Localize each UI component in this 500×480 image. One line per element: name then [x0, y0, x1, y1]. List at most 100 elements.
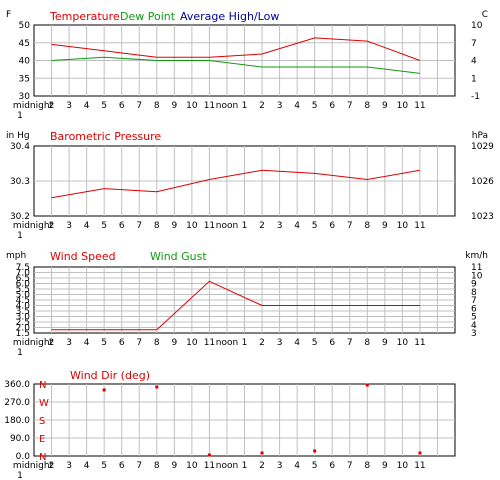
legend-item: Wind Speed: [50, 250, 116, 263]
y-tick-label: 45: [19, 39, 30, 49]
right-tick-label: 4: [471, 321, 477, 331]
y-tick-label: 4.5: [16, 296, 30, 306]
right-tick-label: 7: [471, 39, 477, 49]
series-line-temperature: [51, 37, 421, 61]
x-tick-label: 8: [154, 338, 160, 348]
x-tick-label: 8: [154, 101, 160, 111]
y-tick-label: 0.0: [16, 452, 31, 462]
legend-item: Dew Point: [120, 10, 176, 23]
y-tick-label: 1.5: [16, 329, 30, 339]
data-point: [207, 453, 211, 457]
left-unit-label: in Hg: [6, 131, 30, 141]
x-tick-label: 11: [204, 101, 215, 111]
legend-item: Wind Gust: [150, 250, 207, 263]
x-tick-label: 8: [154, 221, 160, 231]
x-tick-label: 11: [204, 338, 215, 348]
x-tick-label: noon: [216, 338, 238, 348]
x-tick-label: 9: [171, 338, 177, 348]
right-tick-label: 9: [471, 280, 477, 290]
x-tick-label: 3: [66, 221, 72, 231]
y-tick-label: 3.5: [16, 307, 30, 317]
x-tick-sublabel: 1: [17, 348, 23, 358]
x-tick-label: midnight: [13, 101, 54, 111]
legend-item: Average High/Low: [180, 10, 279, 23]
x-tick-label: 3: [277, 221, 283, 231]
x-tick-label: 9: [171, 221, 177, 231]
x-tick-label: 7: [347, 461, 353, 471]
x-tick-label: 5: [312, 101, 318, 111]
x-tick-label: 11: [204, 461, 215, 471]
x-tick-label: midnight: [13, 338, 54, 348]
series-line-dew-point: [51, 56, 420, 74]
x-tick-label: 10: [186, 461, 198, 471]
right-tick-label: 6: [471, 304, 477, 314]
y-tick-label: 7.5: [16, 263, 30, 273]
x-tick-label: 2: [49, 101, 55, 111]
y-tick-label: 270.0: [4, 398, 30, 408]
x-tick-label: 7: [347, 221, 353, 231]
x-tick-label: 9: [382, 461, 388, 471]
y-tick-label: 5.0: [16, 291, 31, 301]
x-tick-label: 4: [84, 221, 90, 231]
data-point: [260, 451, 264, 455]
y-tick-label: 180.0: [4, 416, 30, 426]
x-tick-label: midnight: [13, 221, 54, 231]
x-tick-label: 5: [101, 101, 107, 111]
x-tick-label: 11: [204, 221, 215, 231]
x-tick-label: 4: [84, 101, 90, 111]
x-tick-sublabel: 1: [17, 231, 23, 241]
right-tick-label: 1023: [471, 212, 494, 222]
y-tick-label: 30: [19, 92, 31, 102]
x-tick-label: 2: [49, 461, 55, 471]
x-tick-label: noon: [216, 101, 238, 111]
y-tick-label: 30.3: [10, 177, 30, 187]
x-tick-sublabel: 1: [17, 111, 23, 121]
x-tick-label: 2: [259, 101, 265, 111]
x-tick-label: 9: [382, 101, 388, 111]
x-tick-label: 2: [259, 338, 265, 348]
compass-label: E: [39, 434, 45, 445]
x-tick-label: 8: [154, 461, 160, 471]
right-unit-label: km/h: [465, 251, 488, 261]
x-tick-label: 5: [312, 338, 318, 348]
x-tick-label: 4: [84, 338, 90, 348]
legend-item: Barometric Pressure: [50, 130, 161, 143]
data-point: [102, 388, 106, 392]
x-tick-label: 10: [186, 338, 198, 348]
data-point: [313, 449, 317, 453]
right-tick-label: 4: [471, 57, 477, 67]
x-tick-label: 8: [364, 461, 370, 471]
x-tick-label: 10: [186, 221, 198, 231]
y-tick-label: 3.0: [16, 313, 31, 323]
x-tick-label: 5: [101, 221, 107, 231]
right-tick-label: 10: [471, 21, 483, 31]
x-tick-label: 4: [294, 461, 300, 471]
x-tick-label: 1: [242, 221, 248, 231]
x-tick-label: 5: [101, 461, 107, 471]
x-tick-label: noon: [216, 461, 238, 471]
chart-3: 7.57.06.56.05.55.04.54.03.53.02.52.01.5 1…: [6, 250, 488, 358]
x-tick-label: 7: [136, 461, 142, 471]
right-tick-label: 11: [471, 263, 482, 273]
x-tick-label: 3: [277, 461, 283, 471]
y-tick-label: 40: [19, 57, 31, 67]
x-tick-label: 2: [259, 221, 265, 231]
x-tick-label: 7: [136, 338, 142, 348]
x-tick-label: 11: [414, 461, 425, 471]
y-tick-label: 30.2: [10, 212, 30, 222]
x-tick-label: 9: [382, 338, 388, 348]
data-point: [365, 383, 369, 387]
x-tick-label: 10: [397, 461, 409, 471]
x-tick-label: 10: [397, 221, 409, 231]
x-tick-label: 8: [364, 221, 370, 231]
right-tick-label: 5: [471, 313, 477, 323]
x-tick-label: 7: [136, 221, 142, 231]
x-tick-label: 6: [119, 221, 125, 231]
x-tick-label: 8: [364, 338, 370, 348]
x-tick-label: 4: [294, 101, 300, 111]
x-tick-label: 5: [312, 221, 318, 231]
x-tick-label: 6: [329, 461, 335, 471]
